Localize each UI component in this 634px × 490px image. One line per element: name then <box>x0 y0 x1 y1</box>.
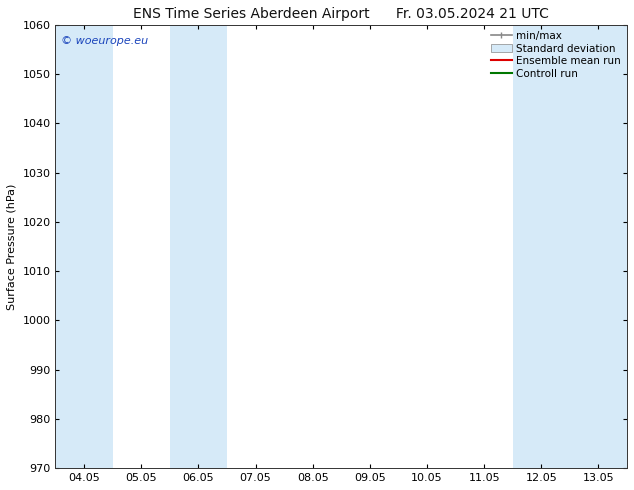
Title: ENS Time Series Aberdeen Airport      Fr. 03.05.2024 21 UTC: ENS Time Series Aberdeen Airport Fr. 03.… <box>133 7 549 21</box>
Legend: min/max, Standard deviation, Ensemble mean run, Controll run: min/max, Standard deviation, Ensemble me… <box>488 28 624 82</box>
Bar <box>56 25 113 468</box>
Text: © woeurope.eu: © woeurope.eu <box>61 36 148 46</box>
Y-axis label: Surface Pressure (hPa): Surface Pressure (hPa) <box>7 183 17 310</box>
Bar <box>170 25 227 468</box>
Bar <box>513 25 570 468</box>
Bar <box>570 25 627 468</box>
